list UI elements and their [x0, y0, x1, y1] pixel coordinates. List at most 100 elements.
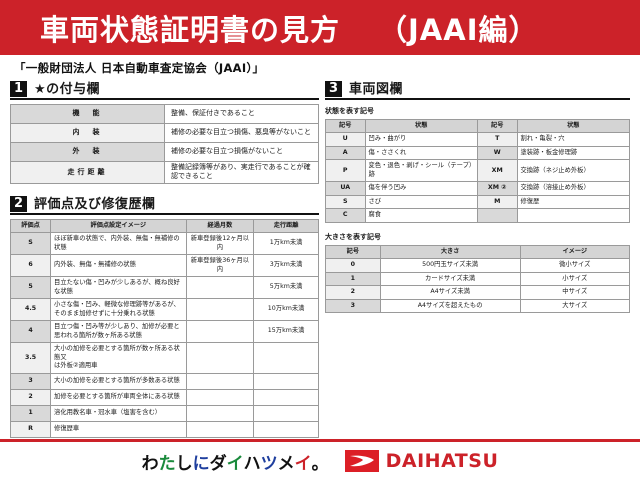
state-symbol-head: 記号 状態 記号 状態 [324, 118, 630, 134]
table-row: C 腐食 [324, 208, 630, 223]
evaluation-score-value: 4.5 [9, 298, 52, 322]
section-1-title: ★の付与欄 [34, 82, 101, 97]
state-symbol-right: M [476, 194, 518, 210]
evaluation-mileage [253, 404, 319, 422]
table-row: 内 装補修の必要な目立つ損傷、悪臭等がないこと [10, 123, 319, 143]
state-symbol-left: U [324, 132, 366, 147]
state-desc-right: 交換跡（ネジ止め外板） [516, 159, 630, 183]
column-header: 記号 [476, 118, 518, 134]
left-column: 1 ★の付与欄 機 能整備、保証付きであること内 装補修の必要な目立つ損傷、悪臭… [9, 78, 319, 461]
brand-tagline: わたしにダイハツメイ。 [142, 449, 329, 474]
evaluation-months [185, 320, 255, 344]
state-desc-right: 修復歴 [516, 194, 630, 210]
evaluation-image-text: 内外装、無傷・無補修の状態 [50, 254, 187, 278]
table-row: 1 溶化用教名車・冠水車（塩害を含む） [9, 404, 319, 422]
tagline-char: イ [226, 453, 244, 474]
size-image-label: 大サイズ [519, 298, 631, 314]
size-symbol-value: 0 [324, 258, 381, 273]
star-criteria-key: 内 装 [10, 123, 165, 143]
evaluation-image-text: ほぼ新車の状態で、内外装、無傷・無補修の状態 [50, 232, 187, 256]
column-header: 大きさ [379, 244, 521, 260]
table-row: 1 カードサイズ未満 小サイズ [324, 271, 631, 287]
title-banner: 車両状態証明書の見方 （JAAI編） [0, 0, 640, 55]
evaluation-score-value: 3 [9, 372, 52, 390]
evaluation-score-body: S ほぼ新車の状態で、内外装、無傷・無補修の状態 新車登録後12ヶ月以内 1万km未満… [9, 232, 319, 438]
table-row: S ほぼ新車の状態で、内外装、無傷・無補修の状態 新車登録後12ヶ月以内 1万km未満 [9, 232, 319, 256]
tagline-char: に [192, 453, 210, 474]
size-symbol-value: 1 [324, 271, 381, 287]
table-header-row: 記号 大きさ イメージ [324, 244, 631, 260]
tagline-char: ダ [209, 453, 227, 474]
evaluation-score-value: 5 [9, 276, 52, 300]
daihatsu-wordmark: DAIHATSU [385, 450, 499, 472]
size-symbol-table: 記号 大きさ イメージ 0 500円玉サイズ未満 微小サイズ 1 カードサイズ未満 小サイズ 2… [324, 244, 631, 314]
state-symbol-left: S [324, 194, 366, 210]
state-symbol-left: P [324, 159, 366, 183]
evaluation-image-text: 大小の加修を必要とする箇所が多数ある状態 [50, 372, 187, 390]
state-symbols-label: 状態を表す記号 [324, 107, 374, 115]
tagline-char: メ [277, 453, 295, 474]
size-image-label: 小サイズ [519, 271, 631, 287]
table-row: 5 目立たない傷・凹みが少しあるが、概ね良好な状態 5万km未満 [9, 276, 319, 300]
evaluation-score-value: 1 [9, 404, 52, 422]
state-symbol-right [476, 208, 518, 223]
star-criteria-value: 補修の必要な目立つ損傷がないこと [163, 142, 319, 162]
tagline-char: ハ [243, 453, 261, 474]
size-symbol-head: 記号 大きさ イメージ [324, 244, 631, 260]
state-desc-left: 傷を伴う凹み [364, 181, 478, 196]
evaluation-image-text: 溶化用教名車・冠水車（塩害を含む） [50, 404, 187, 422]
star-criteria-key: 機 能 [10, 104, 165, 124]
document-body: 1 ★の付与欄 機 能整備、保証付きであること内 装補修の必要な目立つ損傷、悪臭… [0, 78, 640, 461]
table-row: 3 A4サイズを超えたもの 大サイズ [324, 298, 631, 314]
daihatsu-d-mark-icon [344, 450, 379, 472]
state-symbol-left: C [324, 208, 366, 223]
section-2-title: 評価点及び修復歴欄 [34, 196, 156, 212]
state-symbol-right: T [476, 132, 518, 147]
state-desc-left: 変色・退色・剥げ・シール（テープ）跡 [364, 159, 478, 183]
star-criteria-value: 整備記録簿等があり、実走行であることが確認できること [163, 161, 319, 184]
state-symbol-right: XM ② [476, 181, 518, 196]
star-criteria-body: 機 能整備、保証付きであること内 装補修の必要な目立つ損傷、悪臭等がないこと外 … [10, 104, 319, 184]
star-criteria-value: 整備、保証付きであること [163, 104, 319, 124]
page-title-main: 車両状態証明書の見方 [40, 12, 341, 47]
evaluation-score-value: 4 [9, 320, 52, 344]
page-title-sub: （JAAI編） [378, 12, 539, 47]
table-row: 機 能整備、保証付きであること [10, 104, 319, 124]
size-symbol-body: 0 500円玉サイズ未満 微小サイズ 1 カードサイズ未満 小サイズ 2 A4サイズ未満 中サイ… [324, 258, 631, 314]
size-symbols-label: 大きさを表す記号 [324, 232, 381, 241]
state-symbol-right: XM [476, 159, 518, 183]
footer-bar: わたしにダイハツメイ。 DAIHATSU [0, 439, 640, 480]
state-symbol-left: A [324, 145, 366, 161]
size-description: 500円玉サイズ未満 [379, 258, 521, 273]
table-row: 6 内外装、無傷・無補修の状態 新車登録後36ヶ月以内 3万km未満 [9, 254, 319, 278]
organization-line: 「一般財団法人 日本自動車査定協会（JAAI）」 [14, 61, 265, 75]
section-1-heading: 1 ★の付与欄 [10, 81, 319, 100]
column-header: 状態 [364, 118, 478, 134]
evaluation-months [185, 372, 255, 390]
table-row: 外 装補修の必要な目立つ損傷がないこと [10, 142, 319, 162]
tagline-char: わ [141, 453, 159, 474]
table-row: 3.5 大小の加修を必要とする箇所が数ヶ所ある状態又 は外板②適用車 [9, 342, 319, 374]
table-header-row: 評価点 評価点設定イメージ 経過月数 走行距離 [9, 218, 319, 234]
evaluation-months [185, 342, 255, 374]
section-3-title: 車両図欄 [348, 82, 403, 97]
table-row: 4.5 小さな傷・凹み、軽微な修理跡等があるが、 そのまま加修せずに十分乗れる状態 1… [9, 298, 319, 322]
table-row: R 修復歴車 [9, 420, 319, 438]
column-header: 走行距離 [253, 218, 319, 234]
state-desc-right [516, 208, 630, 223]
table-row: 2 A4サイズ未満 中サイズ [324, 285, 631, 300]
state-desc-right: 割れ・亀裂・穴 [516, 132, 630, 147]
state-desc-left: さび [364, 194, 478, 210]
evaluation-image-text: 目立つ傷・凹み等が少しあり、加修が必要と 思われる箇所が数ヶ所ある状態 [50, 320, 187, 344]
evaluation-months [185, 404, 255, 422]
state-symbol-body: U 凹み・曲がり T 割れ・亀裂・穴 A 傷・ささくれ W 塗装跡・板金修理跡 P 変色・退色・剥… [324, 132, 630, 223]
evaluation-months [185, 388, 255, 406]
page-title: 車両状態証明書の見方 （JAAI編） [40, 7, 538, 49]
size-symbol-value: 3 [324, 298, 381, 314]
evaluation-mileage: 3万km未満 [253, 254, 319, 278]
evaluation-mileage: 15万km未満 [253, 320, 319, 344]
column-header: イメージ [519, 244, 631, 260]
evaluation-months [185, 276, 255, 300]
evaluation-mileage [253, 420, 319, 438]
evaluation-months [185, 298, 255, 322]
